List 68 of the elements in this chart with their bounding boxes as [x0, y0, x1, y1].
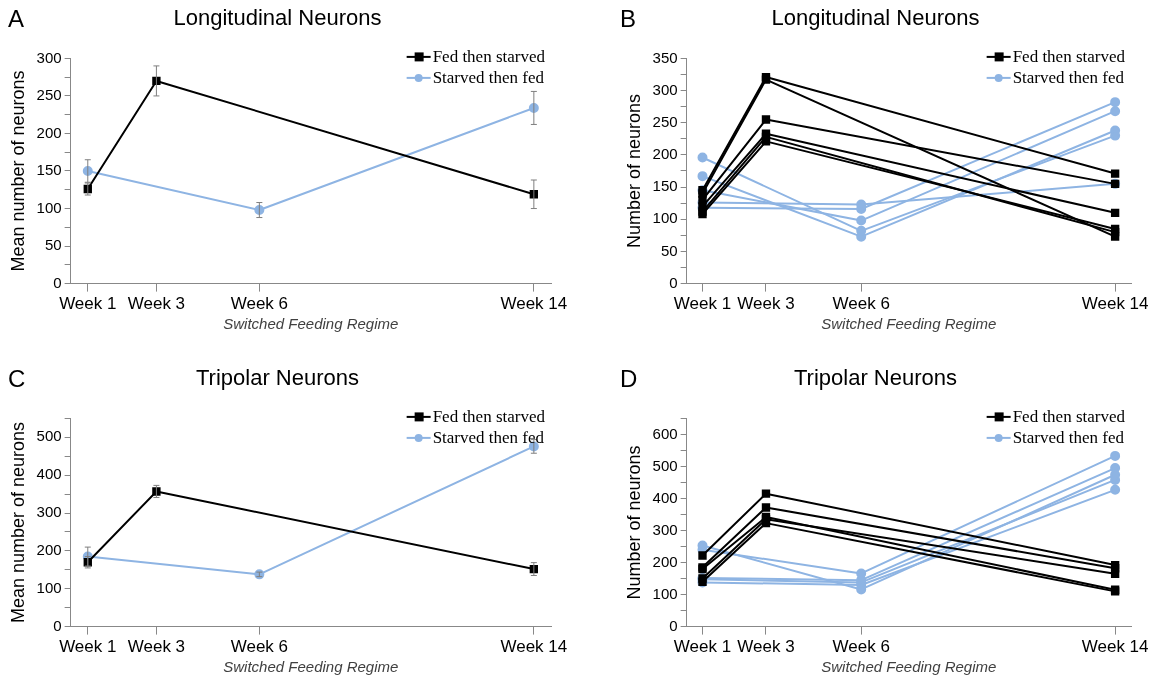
- x-tick-label: Week 3: [127, 294, 186, 314]
- y-axis-title: Number of neurons: [623, 93, 644, 249]
- y-tick-label: 200: [652, 145, 678, 163]
- y-axis-title: Mean number of neurons: [7, 70, 28, 272]
- x-axis-title: Switched Feeding Regime: [223, 658, 399, 676]
- x-tick-label: Week 3: [737, 637, 795, 657]
- chart-title: Longitudinal Neurons: [771, 5, 980, 31]
- chart-title: Tripolar Neurons: [793, 365, 958, 391]
- y-tick-label: 100: [36, 198, 62, 216]
- x-axis-title: Switched Feeding Regime: [821, 658, 997, 676]
- y-tick-label: 0: [669, 273, 678, 291]
- y-tick-label: 150: [652, 177, 678, 195]
- legend-label: Starved then fed: [1012, 428, 1125, 448]
- x-tick-label: Week 6: [832, 294, 890, 314]
- text: B: [620, 4, 637, 32]
- y-tick-label: 300: [652, 520, 678, 538]
- y-tick-label: 500: [36, 427, 62, 445]
- y-tick-label: 50: [660, 241, 678, 259]
- y-tick-label: 200: [36, 123, 62, 141]
- y-tick-label: 250: [36, 86, 62, 104]
- y-tick-label: 250: [652, 112, 678, 130]
- y-tick-label: 100: [652, 584, 678, 602]
- chart-title: Tripolar Neurons: [195, 365, 360, 391]
- x-tick-label: Week 14: [500, 294, 568, 314]
- x-tick-label: Week 3: [737, 294, 795, 314]
- x-axis-title: Switched Feeding Regime: [821, 315, 997, 333]
- x-tick-label: Week 6: [230, 637, 289, 657]
- legend-label: Fed then starved: [432, 47, 546, 67]
- chart-title: Longitudinal Neurons: [173, 5, 382, 31]
- legend-label: Starved then fed: [432, 68, 545, 88]
- y-tick-label: 150: [36, 161, 62, 179]
- y-tick-label: 400: [652, 488, 678, 506]
- y-tick-label: 400: [36, 465, 62, 483]
- y-tick-label: 600: [652, 424, 678, 442]
- legend-label: Starved then fed: [432, 428, 545, 448]
- y-tick-label: 200: [36, 541, 62, 559]
- y-tick-label: 300: [652, 80, 678, 98]
- legend-label: Fed then starved: [1012, 407, 1126, 427]
- x-tick-label: Week 1: [673, 637, 732, 657]
- x-tick-label: Week 14: [1081, 294, 1149, 314]
- text: C: [8, 364, 26, 392]
- y-tick-label: 300: [36, 503, 62, 521]
- y-tick-label: 200: [652, 552, 678, 570]
- y-tick-label: 300: [36, 48, 62, 66]
- y-tick-label: 0: [53, 616, 62, 634]
- x-tick-label: Week 14: [500, 637, 568, 657]
- y-tick-label: 500: [652, 456, 678, 474]
- text: A: [8, 4, 25, 32]
- x-axis-title: Switched Feeding Regime: [223, 315, 399, 333]
- x-tick-label: Week 1: [59, 294, 117, 314]
- x-tick-label: Week 3: [127, 637, 186, 657]
- x-tick-label: Week 1: [59, 637, 117, 657]
- x-tick-label: Week 14: [1081, 637, 1149, 657]
- legend-label: Starved then fed: [1012, 68, 1125, 88]
- legend-label: Fed then starved: [1012, 47, 1126, 67]
- y-tick-label: 0: [53, 273, 62, 291]
- y-tick-label: 100: [36, 578, 62, 596]
- y-axis-title: Number of neurons: [623, 445, 644, 600]
- y-tick-label: 50: [44, 236, 62, 254]
- legend-label: Fed then starved: [432, 407, 546, 427]
- x-tick-label: Week 6: [230, 294, 289, 314]
- text: D: [620, 364, 638, 392]
- y-tick-label: 100: [652, 209, 678, 227]
- x-tick-label: Week 6: [832, 637, 890, 657]
- y-tick-label: 350: [652, 48, 678, 66]
- y-axis-title: Mean number of neurons: [7, 421, 28, 624]
- y-tick-label: 0: [669, 616, 678, 634]
- x-tick-label: Week 1: [673, 294, 732, 314]
